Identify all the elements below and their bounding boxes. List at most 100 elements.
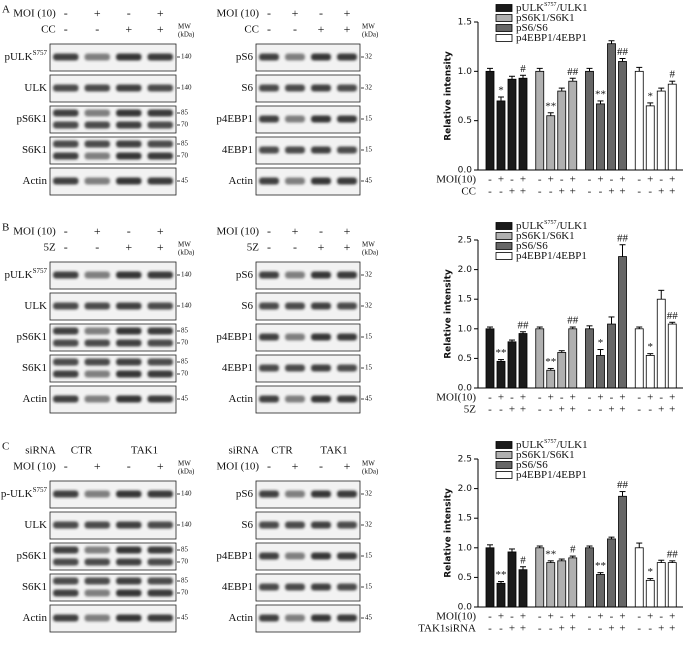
band-name: Actin	[229, 175, 254, 187]
condition-sign: -	[319, 6, 323, 20]
band	[285, 146, 305, 154]
significance-mark: ##	[567, 315, 579, 327]
y-tick-label: 2.0	[458, 484, 473, 494]
y-tick-label: 0.5	[458, 354, 472, 364]
header-label: CC	[244, 24, 259, 36]
mw-value: 85	[181, 327, 189, 335]
legend-swatch	[495, 252, 513, 260]
band-name: Actin	[23, 612, 48, 624]
band	[259, 271, 279, 279]
y-tick-label: 1.0	[458, 324, 473, 334]
bar	[607, 43, 616, 171]
x-sign: +	[570, 404, 576, 416]
band	[53, 614, 79, 622]
legend-name: p4EBP1/4EBP1	[516, 250, 587, 262]
x-sign: +	[520, 174, 526, 186]
band-label: p4EBP1	[216, 331, 253, 343]
header-label: MOI (10)	[217, 226, 260, 238]
bar	[557, 90, 567, 171]
x-sign: -	[659, 611, 663, 623]
x-row-label: MOI(10)	[436, 392, 476, 404]
mw-value: 140	[181, 271, 192, 279]
band	[53, 121, 79, 129]
x-sign: +	[669, 404, 675, 416]
band	[147, 614, 173, 622]
band	[285, 614, 305, 622]
condition-sign: -	[64, 240, 68, 254]
bar	[618, 61, 627, 171]
band-label: Actin	[23, 612, 48, 624]
mw-label: MW	[178, 460, 191, 468]
band	[53, 358, 79, 366]
band-label: S6K1	[22, 581, 47, 593]
x-sign: -	[538, 611, 542, 623]
mw-value: 45	[181, 614, 189, 622]
bar	[507, 78, 517, 171]
band-name: ULK	[24, 82, 47, 94]
x-row-label: 5Z	[464, 404, 477, 416]
band	[116, 521, 142, 529]
band-name: pS6	[236, 269, 254, 281]
header-label: CC	[41, 24, 56, 36]
legend-sup: S757	[544, 220, 556, 226]
band	[311, 333, 331, 341]
band-name: pS6K1	[16, 550, 47, 562]
bar	[535, 547, 545, 608]
band	[53, 589, 79, 597]
band-label: S6	[241, 82, 253, 94]
band-label: Actin	[23, 393, 48, 405]
band	[116, 614, 142, 622]
band	[84, 152, 110, 160]
y-tick-label: 2.0	[458, 265, 473, 275]
band-label: p4EBP1	[216, 113, 253, 125]
x-sign: +	[548, 174, 554, 186]
bar	[645, 105, 655, 171]
x-sign: +	[498, 392, 504, 404]
bar	[656, 90, 666, 171]
x-sign: -	[588, 174, 592, 186]
band	[285, 521, 305, 529]
significance-mark: ##	[617, 46, 629, 58]
x-sign: +	[509, 623, 515, 635]
legend-label: pULKS757/ULK1	[516, 439, 588, 451]
bar	[634, 547, 644, 608]
band	[311, 395, 331, 403]
legend-label: pS6/S6	[516, 22, 548, 34]
mw-value: 140	[181, 521, 192, 529]
mw-unit: (kDa)	[362, 468, 379, 476]
x-sign: +	[597, 174, 603, 186]
condition-sign: -	[267, 6, 271, 20]
legend-swatch	[495, 441, 513, 449]
x-sign: -	[637, 623, 641, 635]
significance-mark: **	[545, 548, 556, 560]
band-label: pS6K1	[16, 331, 47, 343]
x-sign: -	[648, 404, 652, 416]
x-sign: -	[499, 186, 503, 198]
y-axis-label: Relative intensity	[444, 269, 454, 359]
legend-swatch	[495, 232, 513, 240]
band	[337, 302, 357, 310]
band	[337, 583, 357, 591]
band	[147, 140, 173, 148]
band	[147, 84, 173, 92]
band	[84, 53, 110, 61]
band	[285, 552, 305, 560]
x-sign: +	[647, 174, 653, 186]
band-label: S6	[241, 300, 253, 312]
bar	[645, 355, 655, 389]
bar	[507, 551, 517, 608]
band	[311, 53, 331, 61]
y-tick-label: 0.0	[458, 166, 473, 176]
x-sign: -	[599, 623, 603, 635]
mw-label: MW	[362, 23, 375, 31]
band	[311, 614, 331, 622]
band-label: S6K1	[22, 144, 47, 156]
legend-swatch	[495, 14, 513, 22]
band	[285, 490, 305, 498]
bar	[596, 574, 605, 608]
x-sign: -	[659, 174, 663, 186]
band-label: p-ULKS757	[1, 486, 48, 500]
x-sign: +	[520, 623, 526, 635]
band-name: ULK	[24, 519, 47, 531]
